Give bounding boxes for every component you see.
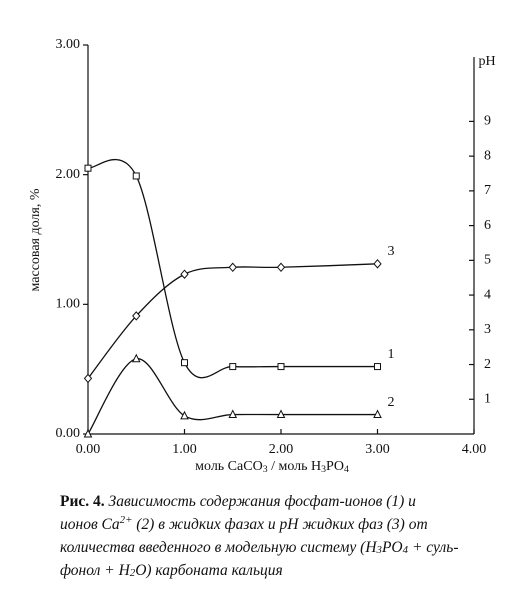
x-tick-label: 1.00: [172, 442, 197, 457]
caption-part: 3: [376, 544, 383, 556]
y-tick-label: 0.00: [56, 426, 81, 441]
caption-line: Рис. 4. Зависимость содержания фосфат-ио…: [60, 493, 416, 510]
caption-line: ионов Ca2+ (2) в жидких фазах и pH жидки…: [60, 514, 428, 533]
marker: [276, 262, 286, 273]
y2-tick-label: 9: [484, 114, 491, 129]
y2-tick-label: 8: [484, 148, 491, 163]
x-axis-label-part: PO: [326, 459, 344, 474]
y-axis-label: массовая доля, %: [28, 188, 43, 291]
caption-part: + суль-: [408, 539, 458, 556]
marker: [181, 359, 188, 367]
x-tick-label: 0.00: [76, 442, 101, 457]
marker: [228, 409, 238, 419]
caption-part: Рис. 4.: [60, 493, 105, 510]
marker: [131, 353, 141, 363]
series-label: 1: [388, 347, 395, 362]
marker: [132, 172, 140, 180]
y2-tick-label: 7: [484, 183, 491, 198]
marker: [180, 269, 189, 279]
marker: [229, 363, 237, 371]
caption-part: 4: [403, 544, 409, 556]
marker: [228, 262, 237, 273]
caption-part: ионов Ca: [60, 516, 120, 533]
series-label: 2: [388, 395, 395, 410]
marker: [83, 373, 93, 384]
y2-axis-label: pH: [478, 54, 495, 69]
caption-part: 2+: [120, 514, 133, 526]
caption-part: количества введенного в модельную систем…: [60, 539, 377, 556]
marker: [276, 409, 286, 419]
y2-tick-label: 5: [484, 253, 491, 268]
caption-part: PO: [381, 539, 403, 556]
x-tick-label: 4.00: [462, 442, 487, 457]
series-label: 3: [388, 244, 395, 259]
x-axis-label-part: моль CaCO: [195, 459, 263, 474]
y2-tick-label: 4: [484, 287, 491, 302]
x-axis-label-part: / моль H: [268, 459, 322, 474]
y2-tick-label: 2: [484, 357, 491, 372]
y-tick-label: 3.00: [56, 37, 81, 52]
x-axis-label-part: 3: [321, 464, 326, 475]
caption-part: 2: [130, 567, 136, 579]
y-tick-label: 1.00: [56, 297, 81, 312]
marker: [84, 164, 92, 172]
x-tick-label: 3.00: [365, 442, 390, 457]
marker: [83, 428, 93, 438]
x-axis-label: моль CaCO3 / моль H3PO4: [195, 459, 349, 475]
marker: [180, 410, 189, 420]
caption-part: Зависимость содержания фосфат-ионов (1) …: [105, 493, 416, 510]
caption-part: O) карбоната кальция: [135, 562, 283, 579]
y-tick-label: 2.00: [56, 167, 81, 182]
series-line: [87, 358, 378, 435]
x-tick-label: 2.00: [269, 442, 294, 457]
y2-tick-label: 6: [484, 218, 491, 233]
x-axis-label-part: 3: [263, 464, 268, 475]
caption-part: (2) в жидких фазах и pH жидких фаз (3) о…: [132, 516, 427, 533]
marker: [277, 363, 285, 371]
marker: [374, 363, 381, 371]
x-axis-label-part: 4: [344, 464, 349, 475]
caption-part: фонол + H: [60, 562, 131, 579]
caption-line: фонол + H2O) карбоната кальция: [60, 562, 283, 580]
marker: [132, 311, 141, 321]
y2-tick-label: 1: [484, 391, 491, 406]
series-line: [87, 263, 378, 379]
marker: [373, 409, 382, 419]
marker: [373, 259, 382, 269]
caption-line: количества введенного в модельную систем…: [60, 539, 458, 557]
y2-tick-label: 3: [484, 322, 491, 337]
